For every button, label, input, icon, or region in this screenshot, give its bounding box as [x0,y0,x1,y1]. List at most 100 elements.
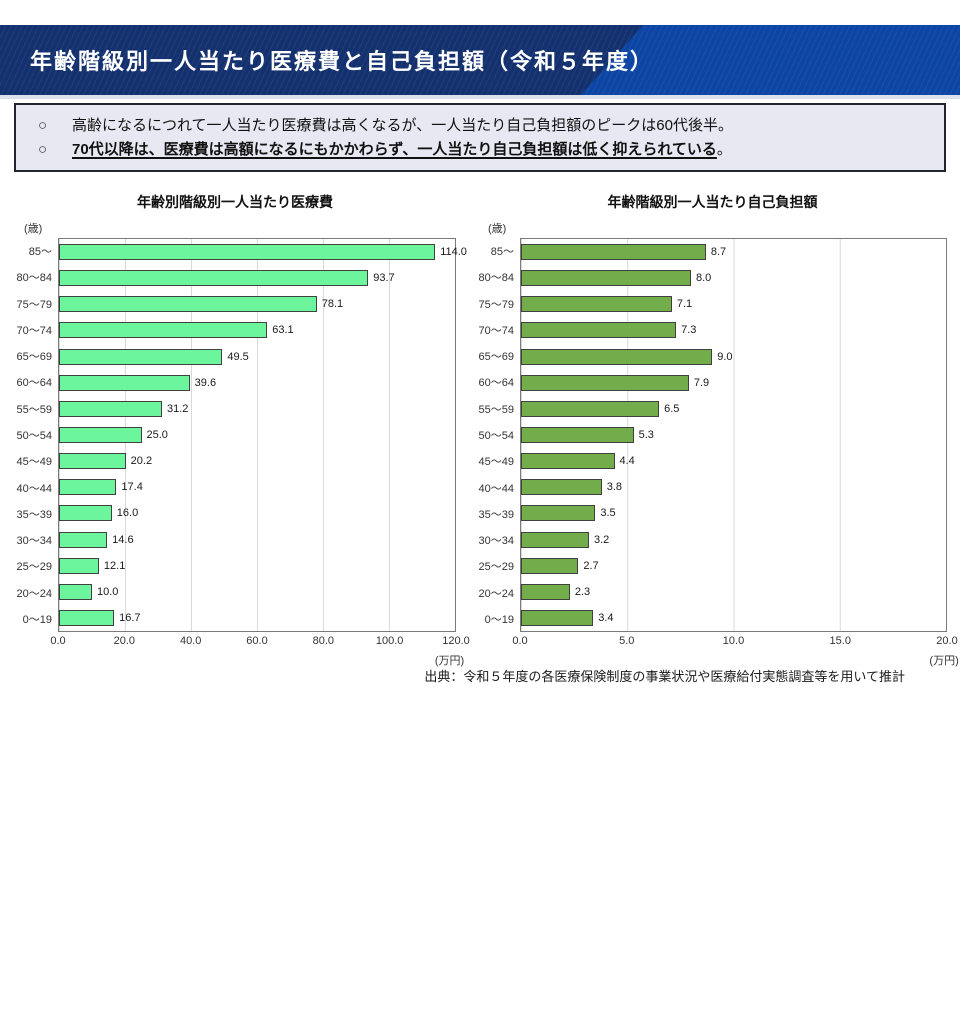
x-axis: (万円) 0.0 5.0 10.0 15.0 20.0 [478,632,958,1026]
bar [59,400,162,417]
bar [59,270,369,287]
bar [521,583,570,600]
bar-row: 7.3 [521,317,946,343]
x-tick-label: 100.0 [375,635,404,647]
category-label: 55〜59 [478,403,514,416]
bar-value-label: 93.7 [373,272,395,285]
category-label: 75〜79 [478,298,514,311]
bar-value-label: 39.6 [194,376,217,389]
bar [59,244,436,261]
category-label: 70〜74 [478,324,514,337]
bar-value-label: 8.0 [696,272,712,285]
header-banner: 年齢階級別一人当たり医療費と自己負担額（令和５年度） [0,25,960,99]
bar [59,374,190,391]
bar-value-label: 63.1 [272,324,294,337]
x-tick-label: 15.0 [829,635,851,647]
slide: { "theme": { "banner-dark": "#14316F", "… [0,0,960,720]
bar [59,583,92,600]
bar-value-label: 5.3 [638,429,654,442]
bar [521,453,615,470]
category-label: 60〜64 [478,377,514,390]
age-axis-unit-label: (歳) [24,223,43,235]
bar [59,610,115,627]
chart-self-pay: 年齢階級別一人当たり自己負担額 (歳) 85〜 80〜84 75〜79 70〜74 65… [478,192,959,1026]
bullet-text-2-emphasis: 70代以降は、医療費は高額になるにもかかわらず、一人当たり自己負担額は低く抑えら… [72,141,717,158]
category-label: 0〜19 [22,613,52,626]
bar-value-label: 12.1 [103,559,126,572]
bar [521,322,677,339]
bar-value-label: 9.0 [717,350,733,363]
bar-value-label: 4.4 [619,455,635,468]
x-tick-label: 40.0 [179,635,202,647]
category-label: 85〜 [490,246,514,259]
bar-row: 39.6 [59,370,455,396]
bar [59,453,126,470]
bar [59,348,223,365]
age-axis-unit-label: (歳) [488,223,507,235]
age-axis-unit-row: (歳) [14,214,456,238]
circle-bullet-icon: ○ [38,141,48,158]
bar-row: 31.2 [59,396,455,422]
summary-box: ○ 高齢になるにつれて一人当たり医療費は高くなるが、一人当たり自己負担額のピーク… [14,103,946,172]
bar-value-label: 114.0 [440,246,467,259]
bar-row: 3.8 [521,474,946,500]
bar-value-label: 25.0 [146,429,168,442]
bar-row: 93.7 [59,265,455,291]
bullet-text-2: 70代以降は、医療費は高額になるにもかかわらず、一人当たり自己負担額は低く抑えら… [72,138,732,162]
bar-value-label: 16.0 [116,507,139,520]
bar-value-label: 17.4 [121,481,143,494]
bar-value-label: 7.3 [681,324,697,337]
plot-area: 8.7 8.0 7.1 7.3 9.0 7.9 6.5 5.3 4.4 3.8 3.5 3.2 2.7 2… [520,238,947,632]
bar-row: 3.5 [521,500,946,526]
bar-row: 10.0 [59,579,455,605]
bar-value-label: 3.2 [594,533,610,546]
category-labels: 85〜 80〜84 75〜79 70〜74 65〜69 60〜64 55〜59 50〜54 45… [478,238,520,632]
bar-row: 49.5 [59,344,455,370]
category-label: 65〜69 [16,351,52,364]
bar [59,427,142,444]
bar-row: 12.1 [59,553,455,579]
bar-row: 25.0 [59,422,455,448]
category-label: 25〜29 [16,561,52,574]
category-label: 65〜69 [478,351,514,364]
bar-value-label: 7.9 [693,376,710,389]
bar [521,244,706,261]
bar-row: 4.4 [521,448,946,474]
category-label: 30〜34 [16,535,52,548]
bar [59,505,112,522]
category-label: 50〜54 [478,429,514,442]
category-label: 25〜29 [478,561,514,574]
bar-row: 78.1 [59,291,455,317]
bar [59,479,117,496]
category-label: 20〜24 [478,587,514,600]
bar-value-label: 10.0 [96,585,119,598]
bar-value-label: 6.5 [664,402,680,415]
x-axis: (万円) 0.0 20.0 40.0 60.0 80.0 100.0 120.0 [14,632,469,1026]
bar-value-label: 78.1 [321,298,344,311]
x-tick-label: 5.0 [619,635,635,647]
x-tick-label: 20.0 [113,635,136,647]
category-label: 0〜19 [484,613,514,626]
bar-value-label: 49.5 [227,350,249,363]
x-ticks: (万円) 0.0 20.0 40.0 60.0 80.0 100.0 120.0 [50,635,469,667]
bar-row: 5.3 [521,422,946,448]
bar-row: 3.2 [521,527,946,553]
category-labels: 85〜 80〜84 75〜79 70〜74 65〜69 60〜64 55〜59 50〜54 45… [14,238,58,632]
bar-value-label: 3.5 [600,507,616,520]
bar-row: 8.7 [521,239,946,265]
x-tick-label: 120.0 [442,635,470,647]
chart-title: 年齢別階級別一人当たり医療費 [137,194,333,210]
bar-value-label: 8.7 [710,246,727,259]
bar-row: 20.2 [59,448,455,474]
chart-medical-expenses: 年齢別階級別一人当たり医療費 (歳) 85〜 80〜84 75〜79 70〜74 65〜… [14,192,470,1026]
bar-row: 7.9 [521,370,946,396]
category-label: 35〜39 [478,508,514,521]
category-label: 40〜44 [478,482,514,495]
bar-row: 16.0 [59,500,455,526]
category-label: 20〜24 [16,587,52,600]
bar-value-label: 20.2 [130,455,153,468]
bar [59,531,108,548]
bullet-text-2-period: 。 [716,141,732,158]
bar [521,531,589,548]
category-label: 45〜49 [16,456,52,469]
